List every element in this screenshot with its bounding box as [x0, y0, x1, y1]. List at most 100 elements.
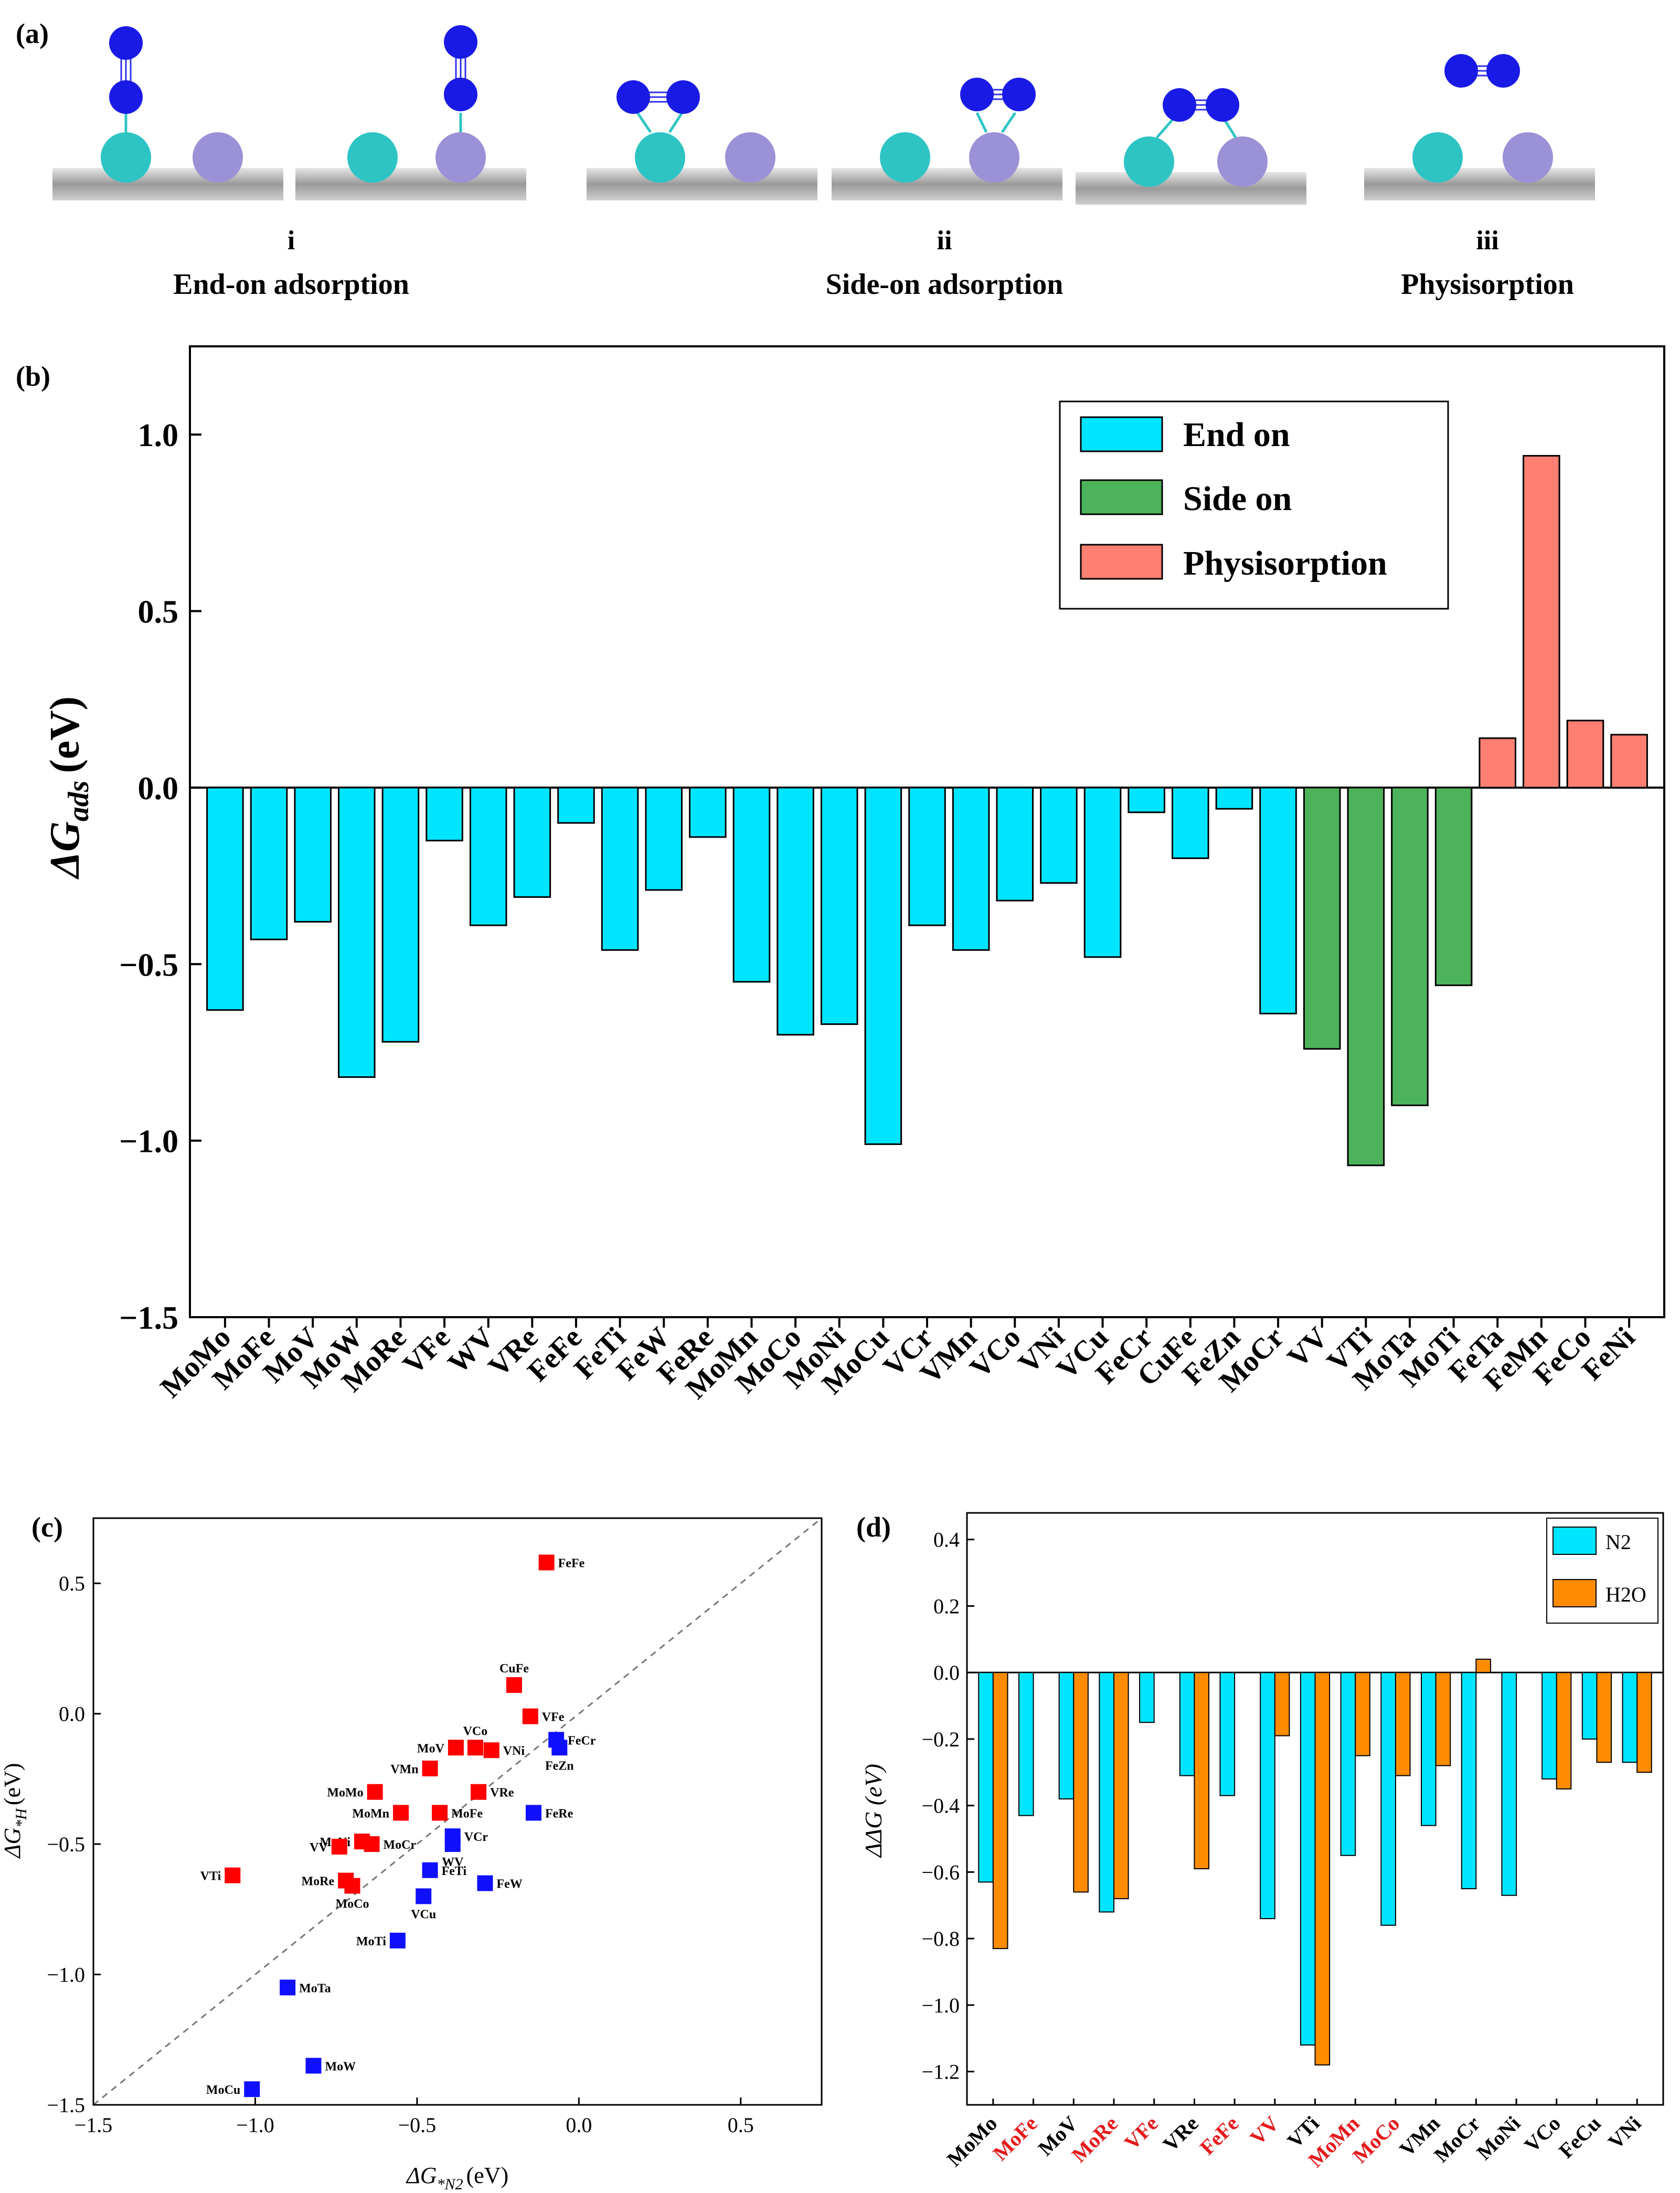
metal-atom — [347, 132, 398, 183]
nitrogen-atom — [666, 80, 700, 114]
point-label: VMn — [390, 1763, 418, 1776]
point-label: VRe — [490, 1786, 514, 1800]
bar-n2-vfe — [1139, 1672, 1155, 1723]
legend-swatch-side-on — [1080, 479, 1163, 515]
metal-atom — [725, 132, 775, 183]
y-tick-label: −1.0 — [921, 1994, 960, 2017]
bar-n2-more — [1099, 1672, 1114, 1913]
point-label: VCo — [463, 1724, 488, 1738]
bar-mov — [294, 787, 332, 923]
bar-n2-momo — [978, 1672, 994, 1883]
bar-momo — [206, 787, 244, 1011]
adsorption-group-labels: i End-on adsorption ii Side-on adsorptio… — [173, 226, 1574, 301]
chart-b-y-ticks: −1.5 −1.0 −0.5 0.0 0.5 1.0 — [119, 418, 201, 1336]
metal-atom — [1124, 136, 1174, 187]
point-label: VFe — [542, 1711, 565, 1724]
bar-momn — [732, 787, 771, 983]
bar-h2o-mocr — [1475, 1658, 1491, 1673]
x-tick-label: MoCr — [1429, 2112, 1485, 2167]
bar-n2-mofe — [1018, 1672, 1034, 1816]
point-label: MoTa — [299, 1982, 331, 1995]
x-tick-label: 0.0 — [566, 2113, 592, 2137]
bar-h2o-vre — [1194, 1672, 1209, 1870]
bar-mow — [338, 787, 376, 1078]
x-tick-label: 0.5 — [728, 2113, 754, 2137]
surface-slabs — [52, 168, 1595, 205]
point-label: CuFe — [499, 1662, 529, 1676]
point-cufe — [506, 1677, 522, 1693]
panel-c: (c) −1.5 −1.0 −0.5 0.0 0.5 −1.5 −1.0 −0.5 0.0 0.5… — [0, 1511, 823, 2193]
bar-n2-fecu — [1581, 1672, 1598, 1740]
point-mov — [448, 1740, 464, 1756]
legend-label-h2o: H2O — [1605, 1583, 1646, 1606]
bar-feco — [1566, 719, 1604, 789]
point-vmn — [422, 1761, 438, 1777]
point-label: MoMn — [352, 1807, 389, 1820]
y-tick-label: −1.5 — [47, 2093, 85, 2117]
bar-fere — [689, 787, 727, 838]
bar-moni — [820, 787, 858, 1025]
point-mota — [280, 1979, 296, 1996]
nitrogen-atom — [1486, 54, 1520, 88]
point-label: MoV — [417, 1742, 445, 1755]
bar-wv — [469, 787, 507, 926]
legend-swatch-n2 — [1553, 1527, 1597, 1555]
group-numeral: iii — [1476, 226, 1498, 256]
group-title-side-on: Side-on adsorption — [826, 268, 1064, 301]
surface-slab — [52, 168, 283, 200]
x-tick-label: MoFe — [988, 2112, 1041, 2165]
point-label: MoTi — [356, 1935, 386, 1948]
group-numeral: i — [288, 226, 295, 256]
bar-vv — [1303, 787, 1341, 1050]
y-tick-label: 0.2 — [933, 1594, 960, 1618]
bar-fecr — [1128, 787, 1165, 813]
point-label: MoFe — [451, 1807, 483, 1820]
y-tick-label: −1.5 — [119, 1300, 178, 1336]
point-vco — [467, 1740, 483, 1756]
bar-h2o-vv — [1274, 1672, 1290, 1736]
y-tick-label: 0.4 — [933, 1528, 960, 1552]
point-vti — [225, 1867, 241, 1883]
bar-feti — [601, 787, 639, 951]
point-vcu — [416, 1888, 432, 1904]
bar-h2o-momn — [1355, 1672, 1370, 1756]
bar-mofe — [250, 787, 288, 940]
bar-mocu — [864, 787, 902, 1145]
x-tick-label: VV — [1245, 2111, 1283, 2149]
point-label: FeFe — [558, 1556, 585, 1570]
bar-h2o-moco — [1395, 1672, 1411, 1776]
bar-h2o-vni — [1636, 1672, 1652, 1773]
point-moti — [389, 1932, 406, 1948]
bar-h2o-more — [1113, 1672, 1129, 1900]
y-tick-label: 1.0 — [138, 418, 179, 453]
bar-n2-momn — [1340, 1672, 1356, 1856]
y-tick-label: −0.5 — [47, 1832, 85, 1856]
bar-h2o-fecu — [1596, 1672, 1612, 1763]
bond — [975, 112, 988, 133]
y-tick-label: 0.5 — [138, 595, 179, 630]
panel-b: (b) −1.5 −1.0 −0.5 0.0 0.5 1.0 MoMoMoFeMoVMoW… — [16, 345, 1665, 1405]
bar-n2-moni — [1501, 1672, 1517, 1896]
nitrogen-atom — [1444, 54, 1478, 88]
chart-b-x-labels: MoMoMoFeMoVMoWMoReVFeWVVReFeFeFeTiFeWFeR… — [154, 1317, 1641, 1405]
y-tick-label: −1.2 — [921, 2060, 960, 2084]
bar-n2-vni — [1622, 1672, 1638, 1763]
point-label: MoCo — [336, 1898, 369, 1911]
nitrogen-atom — [960, 78, 994, 111]
bond — [1001, 112, 1017, 133]
legend-label-side-on: Side on — [1183, 480, 1292, 518]
point-label: VNi — [503, 1744, 525, 1758]
x-tick-label: MoNi — [1472, 2112, 1525, 2165]
bar-h2o-vmn — [1435, 1672, 1451, 1766]
bar-vti — [1347, 787, 1385, 1167]
nitrogen-atom — [1002, 78, 1036, 111]
point-vv — [331, 1839, 347, 1855]
chart-d-bars — [978, 1658, 1652, 2065]
y-tick-label: −0.8 — [921, 1927, 960, 1951]
bar-h2o-mov — [1073, 1672, 1089, 1893]
legend-swatch-physisorption — [1080, 544, 1163, 580]
metal-atom — [101, 132, 151, 183]
panel-d-label: (d) — [856, 1511, 891, 1543]
point-mocr — [364, 1836, 380, 1852]
